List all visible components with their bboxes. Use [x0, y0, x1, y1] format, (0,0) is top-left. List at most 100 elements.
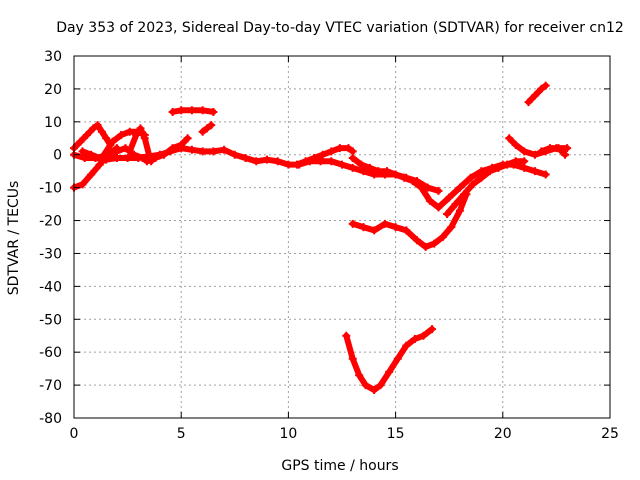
- data-point: [202, 124, 211, 133]
- data-point: [477, 173, 486, 182]
- x-tick-label: 10: [279, 426, 297, 442]
- y-tick-label: -10: [39, 181, 62, 197]
- data-point: [443, 209, 452, 218]
- data-point: [524, 98, 533, 107]
- data-point: [511, 140, 520, 149]
- data-point: [138, 154, 147, 163]
- data-point: [348, 163, 357, 172]
- data-point: [342, 331, 351, 340]
- data-point: [511, 157, 520, 166]
- y-tick-label: -40: [39, 279, 62, 295]
- data-point: [537, 84, 546, 93]
- data-point: [485, 167, 494, 176]
- y-tick-label: 30: [44, 49, 62, 65]
- y-tick-label: 20: [44, 82, 62, 98]
- x-tick-label: 20: [494, 426, 512, 442]
- data-point: [125, 147, 134, 156]
- data-point: [89, 124, 98, 133]
- data-point: [445, 193, 454, 202]
- x-tick-label: 5: [177, 426, 186, 442]
- data-point: [428, 325, 437, 334]
- data-point: [207, 121, 216, 130]
- data-point: [385, 367, 394, 376]
- data-point: [87, 150, 96, 159]
- data-point: [87, 170, 96, 179]
- data-point: [376, 381, 385, 390]
- grid: [74, 56, 610, 418]
- data-point: [262, 155, 271, 164]
- data-point: [78, 147, 87, 156]
- data-point: [95, 154, 104, 163]
- data-point: [419, 331, 428, 340]
- data-point: [97, 127, 106, 136]
- y-tick-label: -70: [39, 378, 62, 394]
- y-tick-label: -60: [39, 345, 62, 361]
- data-point: [455, 206, 464, 215]
- data-point: [198, 127, 207, 136]
- data-point: [132, 130, 141, 139]
- data-point: [520, 147, 529, 156]
- series-line: [538, 145, 568, 158]
- y-tick-label: -50: [39, 312, 62, 328]
- plot-frame: [73, 55, 611, 419]
- series-line: [444, 158, 528, 217]
- data-point: [145, 150, 154, 159]
- series-line: [525, 82, 549, 106]
- data-point: [434, 186, 443, 195]
- data-point: [413, 236, 422, 245]
- data-point: [391, 223, 400, 232]
- data-point: [177, 106, 186, 115]
- data-point: [434, 203, 443, 212]
- data-point: [410, 335, 419, 344]
- data-point: [209, 147, 218, 156]
- data-point: [130, 150, 139, 159]
- data-point: [560, 150, 569, 159]
- data-point: [541, 81, 550, 90]
- data-point: [380, 219, 389, 228]
- data-point: [370, 386, 379, 395]
- data-point: [76, 137, 85, 146]
- x-tick-label: 0: [70, 426, 79, 442]
- data-point: [348, 154, 357, 163]
- data-point: [430, 239, 439, 248]
- data-point: [108, 137, 117, 146]
- data-point: [402, 341, 411, 350]
- data-point: [168, 144, 177, 153]
- data-point: [142, 157, 151, 166]
- data-point: [393, 354, 402, 363]
- y-tick-label: 0: [53, 148, 62, 164]
- data-point: [541, 170, 550, 179]
- data-point: [357, 160, 366, 169]
- data-point: [402, 226, 411, 235]
- data-point: [168, 107, 177, 116]
- data-point: [310, 154, 319, 163]
- data-point: [421, 242, 430, 251]
- data-point: [82, 130, 91, 139]
- data-point: [447, 223, 456, 232]
- data-point: [93, 121, 102, 130]
- data-point: [104, 150, 113, 159]
- data-point: [370, 226, 379, 235]
- data-point: [554, 144, 563, 153]
- x-tick-label: 15: [387, 426, 405, 442]
- data-point: [252, 157, 261, 166]
- data-point: [505, 134, 514, 143]
- data-point: [284, 160, 293, 169]
- y-tick-label: -20: [39, 214, 62, 230]
- data-point: [348, 219, 357, 228]
- data-point: [318, 150, 327, 159]
- data-point: [438, 233, 447, 241]
- data-point: [187, 145, 196, 154]
- data-point: [466, 173, 475, 182]
- data-point: [545, 144, 554, 153]
- data-point: [292, 160, 301, 169]
- data-point: [520, 157, 529, 166]
- data-point: [198, 147, 207, 156]
- data-point: [273, 157, 282, 166]
- data-point: [123, 154, 132, 163]
- data-point: [102, 134, 111, 143]
- data-point: [241, 154, 250, 163]
- data-point: [494, 163, 503, 172]
- data-point: [374, 167, 383, 176]
